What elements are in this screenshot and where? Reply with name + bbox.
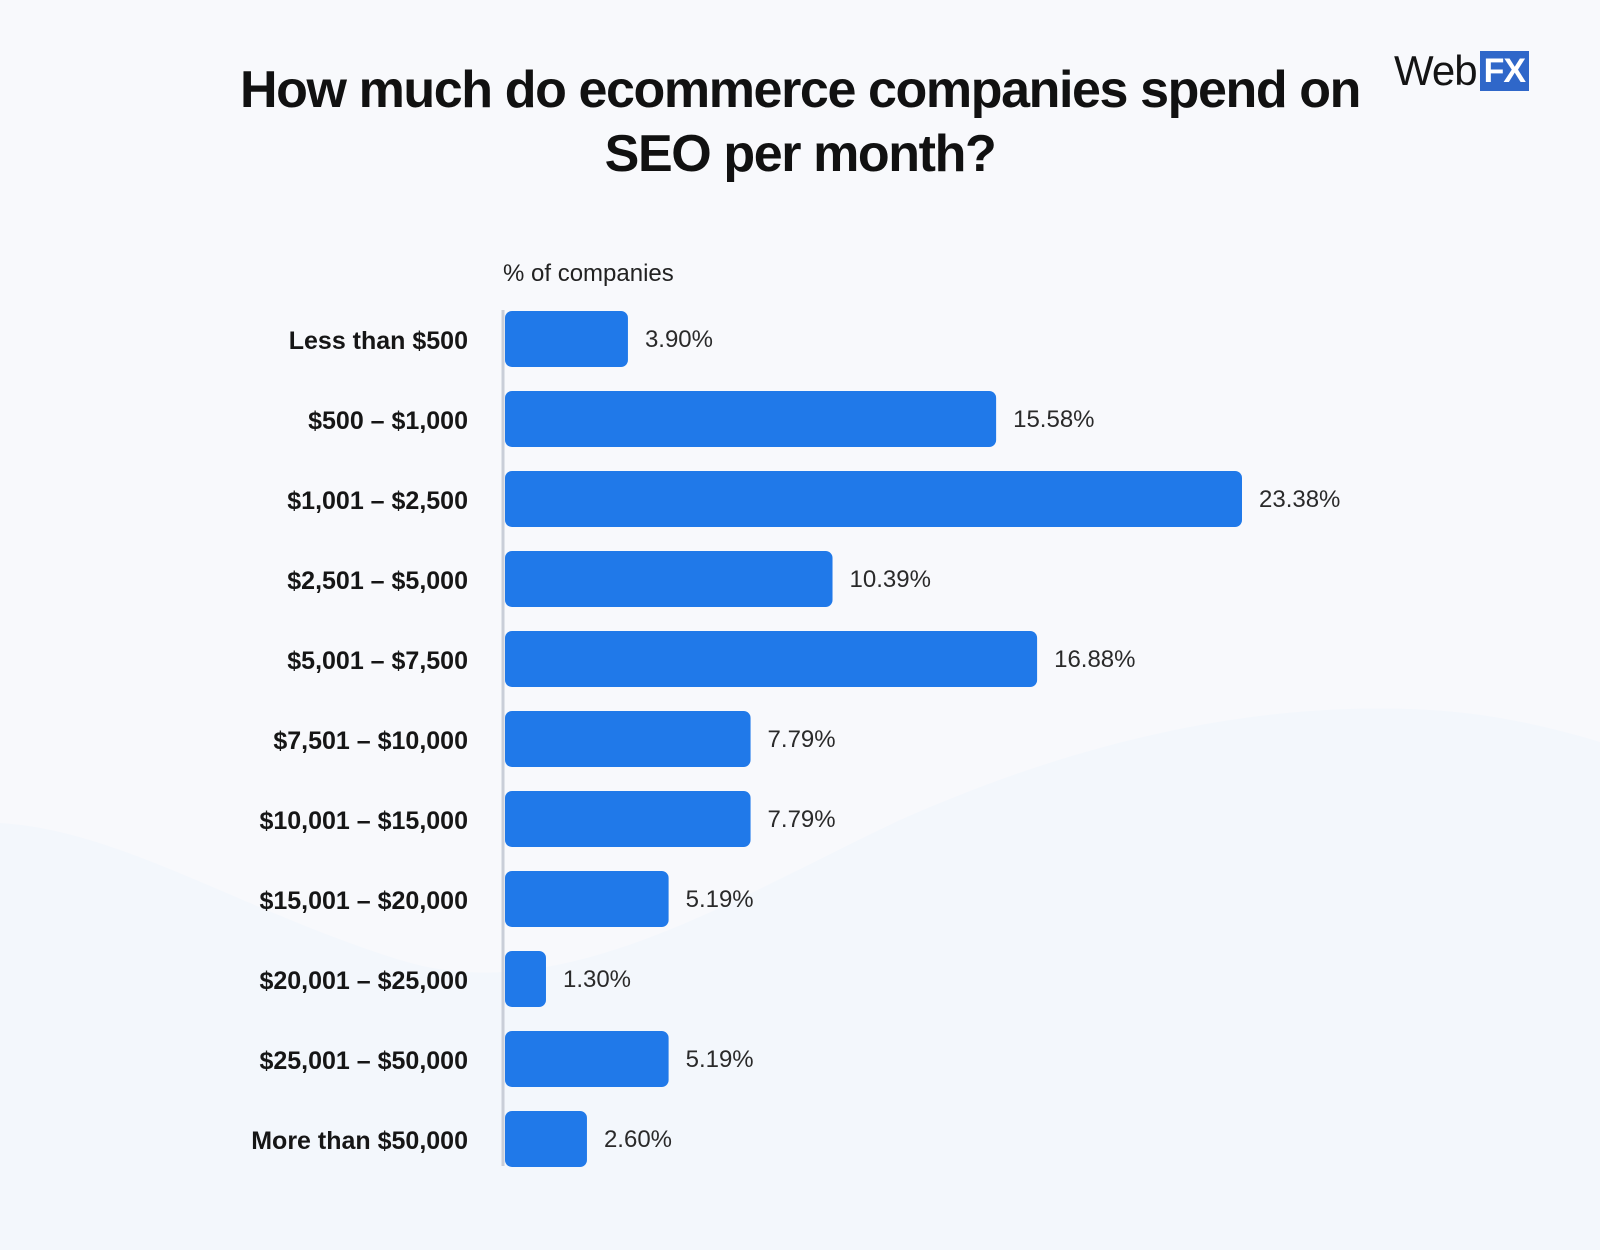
bar-6 [505,791,751,847]
category-label-9: $25,001 – $50,000 [259,1047,468,1075]
bar-5 [505,711,751,767]
value-label-4: 16.88% [1054,646,1135,673]
value-label-5: 7.79% [768,726,836,753]
bar-10 [505,1111,587,1167]
value-label-8: 1.30% [563,966,631,993]
category-label-4: $5,001 – $7,500 [287,647,468,675]
bar-4 [505,631,1038,687]
value-label-2: 23.38% [1259,486,1340,513]
value-label-7: 5.19% [686,886,754,913]
value-label-1: 15.58% [1013,406,1094,433]
value-label-0: 3.90% [645,326,713,353]
bar-0 [505,311,628,367]
category-label-10: More than $50,000 [251,1127,468,1155]
category-labels-group: Less than $500 $500 – $1,000 $1,001 – $2,5… [251,327,468,1155]
category-label-0: Less than $500 [289,327,468,355]
category-label-7: $15,001 – $20,000 [259,887,468,915]
bar-7 [505,871,669,927]
bar-9 [505,1031,669,1087]
bar-8 [505,951,546,1007]
category-label-3: $2,501 – $5,000 [287,567,468,595]
value-label-9: 5.19% [686,1046,754,1073]
bar-1 [505,391,997,447]
value-label-3: 10.39% [850,566,931,593]
webfx-logo: Web FX [1394,47,1530,94]
value-label-6: 7.79% [768,806,836,833]
logo-fx-text: FX [1479,51,1530,91]
category-label-5: $7,501 – $10,000 [273,727,468,755]
logo-web-text: Web [1394,47,1478,94]
category-label-2: $1,001 – $2,500 [287,487,468,515]
category-label-8: $20,001 – $25,000 [259,967,468,995]
axis-title: % of companies [503,260,674,287]
bar-2 [505,471,1242,527]
chart-title: How much do ecommerce companies spend on… [239,61,1361,183]
value-label-10: 2.60% [604,1126,672,1153]
category-label-6: $10,001 – $15,000 [259,807,468,835]
value-labels-group: 3.90% 15.58% 23.38% 10.39% 16.88% 7.79% 7.79% 5… [563,326,1340,1153]
bars-group [505,311,1242,1167]
category-label-1: $500 – $1,000 [308,407,468,435]
bar-3 [505,551,833,607]
